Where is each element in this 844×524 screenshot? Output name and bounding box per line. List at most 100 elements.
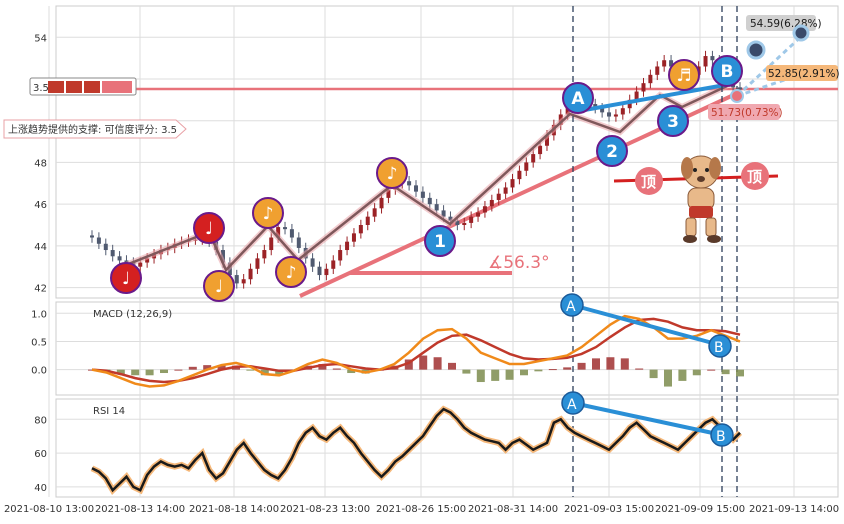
score-tag-swatch-4 [102, 81, 132, 93]
candle-body [441, 210, 446, 217]
candle-body [738, 87, 742, 90]
rsi-marker-b: B [710, 423, 734, 447]
macd-axis: 0.0 0.5 1.0 [31, 309, 47, 376]
dog-mascot-icon [681, 155, 721, 243]
macd-hist-bar [448, 362, 456, 370]
wave-marker-label: A [571, 89, 585, 109]
candle-body [482, 206, 487, 213]
macd-hist-bar [419, 355, 428, 370]
macd-hist-bar [505, 369, 514, 380]
forecast-line-mid [736, 70, 809, 98]
macd-marker-b: B [708, 334, 732, 358]
candle-body [103, 243, 108, 251]
wave-marker-circle [203, 270, 235, 302]
macd-hist-bar [462, 369, 471, 374]
wave-marker-circle [711, 55, 743, 87]
candle-body [531, 154, 536, 163]
candle-body [331, 260, 336, 269]
y-tick-label: 46 [34, 200, 47, 211]
y-tick-label: 54 [34, 33, 47, 44]
price-axis: 42 44 46 48 54 [34, 33, 47, 294]
x-tick-label: 2021-09-03 15:00 [564, 504, 654, 515]
macd-hist-bar [347, 369, 356, 374]
x-tick-label: 2021-09-13 14:00 [749, 504, 839, 515]
macd-hist-bar [131, 369, 140, 376]
wave-marker: 3 [657, 105, 689, 137]
macd-hist-bar [174, 369, 183, 371]
candle-body [345, 241, 350, 251]
wave-marker: 1 [424, 225, 456, 257]
macd-hist-bar [577, 362, 586, 370]
forecast-high-dot [746, 40, 766, 60]
svg-text:A: A [567, 397, 577, 413]
candle-body [613, 114, 618, 117]
macd-hist-bar [332, 368, 341, 370]
svg-text:B: B [714, 340, 724, 356]
rsi-line [91, 407, 741, 493]
y-tick-label: 44 [34, 242, 47, 253]
top-badge-right-label: 顶 [747, 168, 762, 186]
candle-body [538, 145, 543, 155]
y-tick-label: 0.0 [31, 366, 47, 377]
macd-hist-bar [520, 369, 528, 376]
wave-marker-circle [424, 225, 456, 257]
candle-body [662, 60, 667, 67]
candle-body [124, 260, 129, 263]
candle-body [110, 250, 115, 257]
y-tick-label: 60 [34, 449, 47, 460]
wave-marker: ♩ [193, 212, 225, 244]
candle-body [510, 179, 515, 188]
macd-hist-bar [692, 369, 701, 376]
candle-body [710, 56, 715, 61]
candle-body [338, 250, 343, 261]
score-tag-swatch-2 [66, 81, 82, 93]
x-axis: 2021-08-10 13:00 2021-08-13 14:00 2021-08-… [4, 504, 839, 515]
score-tag-swatch-1 [48, 81, 64, 93]
svg-text:B: B [716, 429, 726, 445]
forecast-low-label: 51.73(0.73%) [711, 107, 783, 119]
candle-body [283, 227, 288, 230]
rsi-divergence-line [572, 401, 723, 437]
x-tick-label: 2021-09-09 15:00 [655, 504, 745, 515]
candle-body [544, 135, 549, 146]
candle-body [372, 208, 377, 217]
macd-hist-bar [491, 369, 500, 381]
support-callout-box [3, 119, 187, 139]
wave-marker-label: ♬ [676, 66, 691, 86]
forecast-mid-label: 52.85(2.91%) [768, 68, 840, 80]
macd-hist-bar [246, 369, 255, 371]
candle-body [289, 229, 294, 238]
candle-body [669, 60, 674, 67]
candle-body [234, 275, 239, 284]
x-tick-label: 2021-08-31 14:00 [468, 504, 558, 515]
price-divergence-line [578, 83, 726, 113]
macd-signal-line [91, 317, 741, 384]
candle-body [379, 197, 384, 209]
candle-body [469, 216, 474, 223]
candle-body [524, 162, 529, 171]
candle-body [641, 83, 646, 92]
macd-hist-bar [678, 369, 687, 381]
candle-body [145, 258, 150, 263]
candle-body [117, 256, 122, 261]
candle-body [476, 212, 481, 217]
wave-marker-label: ♪ [286, 263, 297, 283]
top-badge-left-label: 顶 [641, 173, 656, 191]
wave-marker-circle [252, 197, 284, 229]
candle-body [434, 204, 439, 211]
y-tick-label: 48 [34, 158, 47, 169]
wave-marker: B [711, 55, 743, 87]
candle-body [462, 222, 467, 225]
candle-body [607, 112, 612, 117]
wave-marker: ♪ [252, 197, 284, 229]
macd-hist-bar [606, 357, 615, 370]
macd-hist-bar [721, 369, 730, 375]
macd-hist-bar [620, 358, 629, 370]
wave-marker-circle [376, 157, 408, 189]
macd-hist-bar [649, 369, 658, 379]
wave-marker: ♩ [110, 262, 142, 294]
x-tick-label: 2021-08-26 15:00 [376, 504, 466, 515]
wave-marker-label: ♪ [263, 204, 274, 224]
